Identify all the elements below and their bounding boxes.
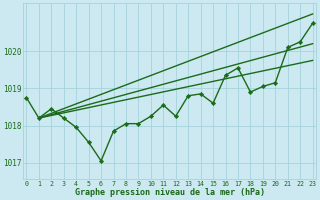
X-axis label: Graphe pression niveau de la mer (hPa): Graphe pression niveau de la mer (hPa) <box>75 188 265 197</box>
